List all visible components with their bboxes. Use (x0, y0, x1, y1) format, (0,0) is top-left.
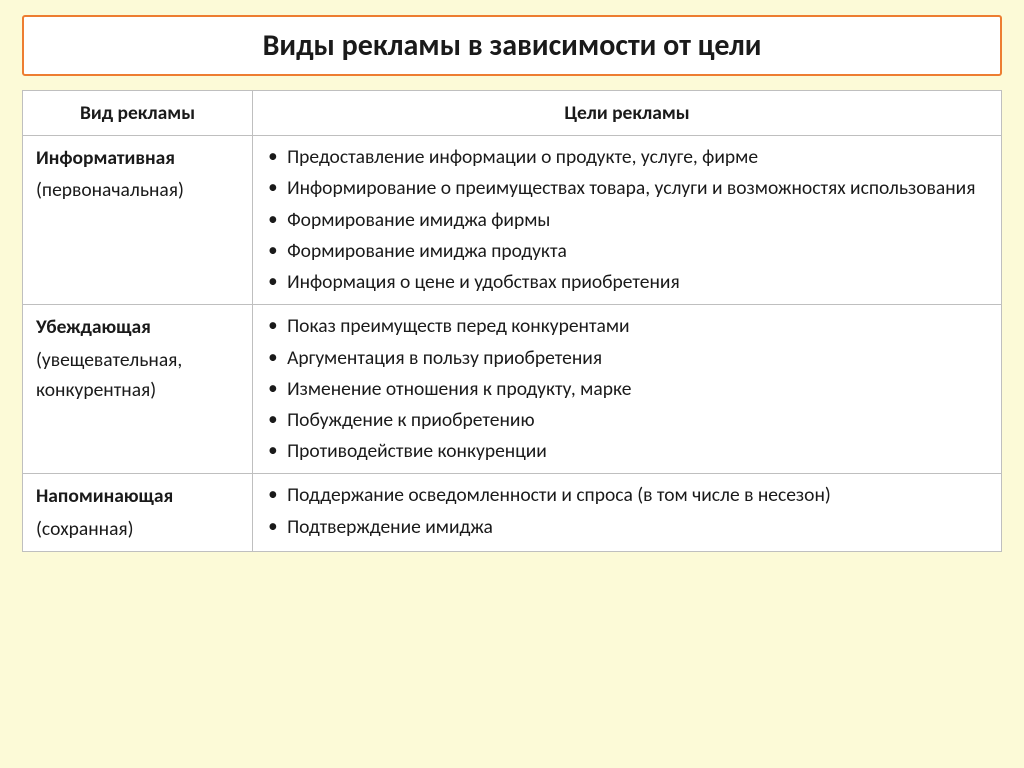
content-table: Вид рекламы Цели рекламы Информативная (п… (22, 90, 1002, 552)
type-cell: Напоминающая (сохранная) (23, 474, 253, 551)
goals-cell: Предоставление информации о продукте, ус… (253, 136, 1002, 305)
header-goals: Цели рекламы (253, 91, 1002, 136)
list-item: Формирование имиджа продукта (261, 236, 988, 266)
type-cell: Информативная (первоначальная) (23, 136, 253, 305)
list-item: Информирование о преимуществах товара, у… (261, 173, 988, 203)
table-row: Напоминающая (сохранная) Поддержание освед… (23, 474, 1002, 551)
list-item: Предоставление информации о продукте, ус… (261, 142, 988, 172)
table-row: Убеждающая (увещевательная, конкурентная)… (23, 305, 1002, 474)
slide: Виды рекламы в зависимости от цели Вид р… (0, 0, 1024, 768)
list-item: Изменение отношения к продукту, марке (261, 374, 988, 404)
list-item: Подтверждение имиджа (261, 512, 988, 542)
table-row: Информативная (первоначальная) Предоставле… (23, 136, 1002, 305)
list-item: Показ преимуществ перед конкурентами (261, 311, 988, 341)
title-box: Виды рекламы в зависимости от цели (22, 15, 1002, 76)
type-subtitle: (первоначальная) (36, 178, 184, 202)
goals-list: Предоставление информации о продукте, ус… (261, 142, 988, 297)
goals-cell: Показ преимуществ перед конкурентамиАргу… (253, 305, 1002, 474)
list-item: Аргументация в пользу приобретения (261, 343, 988, 373)
list-item: Поддержание осведомленности и спроса (в … (261, 480, 988, 510)
list-item: Информация о цене и удобствах приобретен… (261, 267, 988, 297)
header-type: Вид рекламы (23, 91, 253, 136)
page-title: Виды рекламы в зависимости от цели (24, 27, 1000, 64)
list-item: Побуждение к приобретению (261, 405, 988, 435)
list-item: Противодействие конкуренции (261, 436, 988, 466)
type-subtitle: (увещевательная, конкурентная) (36, 348, 182, 402)
type-subtitle: (сохранная) (36, 517, 134, 541)
type-name: Убеждающая (36, 312, 242, 342)
type-name: Информативная (36, 143, 242, 173)
goals-list: Поддержание осведомленности и спроса (в … (261, 480, 988, 541)
list-item: Формирование имиджа фирмы (261, 205, 988, 235)
goals-list: Показ преимуществ перед конкурентамиАргу… (261, 311, 988, 466)
table-body: Информативная (первоначальная) Предоставле… (23, 136, 1002, 552)
type-name: Напоминающая (36, 481, 242, 511)
type-cell: Убеждающая (увещевательная, конкурентная) (23, 305, 253, 474)
goals-cell: Поддержание осведомленности и спроса (в … (253, 474, 1002, 551)
